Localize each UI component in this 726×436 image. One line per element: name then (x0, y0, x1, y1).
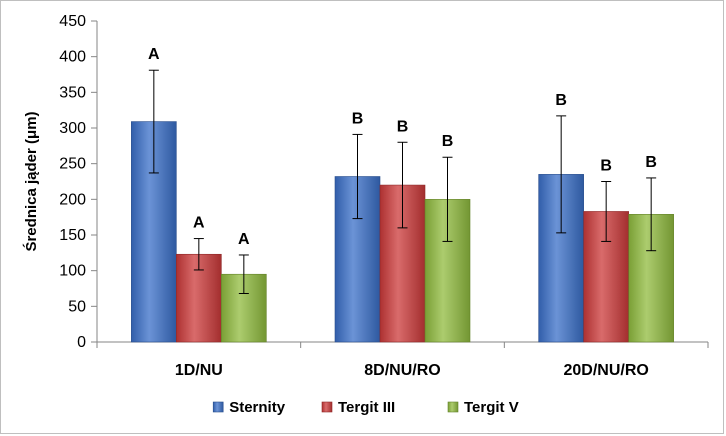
y-tick-label: 150 (59, 227, 86, 244)
legend-swatch (212, 401, 224, 413)
x-category-label: 8D/NU/RO (364, 362, 440, 379)
y-axis-title: Średnica jąder (μm) (22, 111, 40, 251)
legend-label: Tergit III (338, 399, 395, 416)
significance-label: A (238, 231, 250, 248)
bars (131, 121, 674, 343)
significance-label: B (600, 158, 612, 175)
y-tick-label: 300 (59, 120, 86, 137)
significance-label: B (555, 92, 567, 109)
significance-label: B (352, 110, 364, 127)
legend-label: Tergit V (464, 399, 519, 416)
significance-label: B (397, 118, 409, 135)
y-tick-label: 400 (59, 49, 86, 66)
y-tick-label: 450 (59, 13, 86, 30)
x-category-label: 1D/NU (175, 362, 223, 379)
legend-swatch (321, 401, 333, 413)
error-bars (148, 69, 657, 294)
y-tick-label: 350 (59, 84, 86, 101)
significance-label: B (442, 133, 454, 150)
legend: Sternity Tergit III Tergit V (212, 399, 519, 416)
significance-label: A (193, 215, 205, 232)
legend-label: Sternity (229, 399, 286, 416)
y-tick-label: 100 (59, 263, 86, 280)
axes: 0 50 100 150 200 250 300 350 400 450 Średnica jąde… (22, 13, 709, 379)
y-tick-label: 200 (59, 191, 86, 208)
significance-labels: A A A B B B B B B (148, 46, 657, 248)
y-tick-label: 0 (77, 334, 86, 351)
x-category-label: 20D/NU/RO (563, 362, 648, 379)
y-tick-label: 50 (68, 298, 86, 315)
significance-label: B (645, 154, 657, 171)
legend-swatch (447, 401, 459, 413)
significance-label: A (148, 46, 160, 63)
y-tick-label: 250 (59, 156, 86, 173)
